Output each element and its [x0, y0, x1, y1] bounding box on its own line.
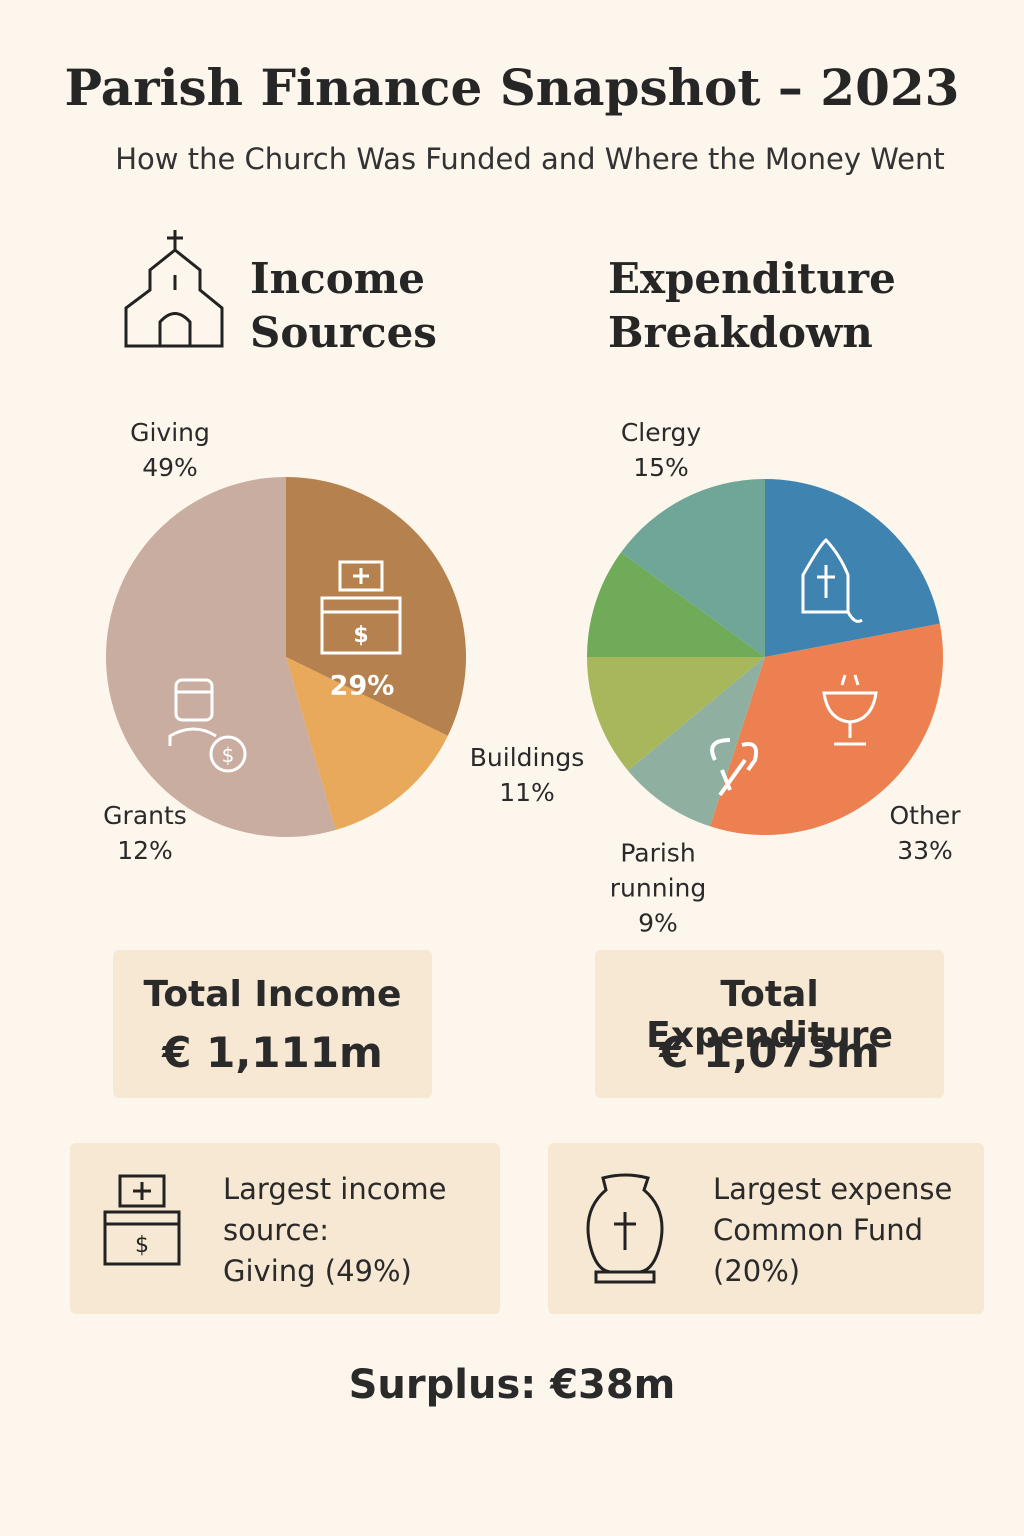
- total-label: Total Expenditure: [646, 974, 893, 1056]
- pie-slice: [627, 657, 765, 827]
- value-label: 33%: [897, 836, 953, 865]
- value-label: 15%: [633, 453, 689, 482]
- category-label: Other: [889, 801, 961, 830]
- slice-label: Buildings 11%: [470, 740, 584, 810]
- category-label: Giving: [130, 418, 210, 447]
- total-income-box: Total Income € 1,111m: [113, 950, 432, 1098]
- highlight-line: Giving (49%): [223, 1254, 412, 1288]
- pie-slice: [587, 657, 765, 771]
- page-title: Parish Finance Snapshot – 2023: [64, 58, 960, 117]
- slice-label: 29%: [330, 669, 395, 704]
- highlight-line: Common Fund: [713, 1213, 924, 1247]
- total-value: € 1,073m: [659, 1028, 880, 1077]
- slice-label: Parish running 9%: [598, 836, 718, 941]
- value-label: 29%: [329, 670, 395, 702]
- surplus: Surplus: €38m: [348, 1362, 676, 1408]
- value-label: 12%: [117, 836, 173, 865]
- total-value: € 1,111m: [162, 1028, 383, 1077]
- pie-slice: [620, 479, 765, 657]
- slice-label: Grants 12%: [103, 798, 187, 868]
- income-title: Income Sources: [250, 254, 437, 357]
- total-expenditure-box: Total Expenditure € 1,073m: [595, 950, 944, 1098]
- slice-label: Other 33%: [890, 798, 961, 868]
- slice-label: Clergy 15%: [621, 415, 701, 485]
- slice-label: Giving 49%: [130, 415, 210, 485]
- highlight-line: (20%): [713, 1254, 801, 1288]
- value-label: 9%: [638, 908, 678, 938]
- category-label: Parish running: [609, 838, 707, 903]
- pie-slice: [286, 657, 448, 831]
- value-label: 49%: [142, 453, 198, 482]
- page-subtitle: How the Church Was Funded and Where the …: [115, 142, 945, 176]
- expenditure-title: Expenditure Breakdown: [608, 254, 896, 357]
- pie-slice: [587, 552, 765, 657]
- highlight-line: Largest income: [223, 1172, 447, 1206]
- highlight-line: Largest expense: [713, 1172, 953, 1206]
- category-label: Buildings: [469, 743, 585, 772]
- category-label: Clergy: [620, 418, 702, 447]
- highlight-text: Largest income source: Giving (49%): [223, 1169, 447, 1292]
- pie-slice: [106, 477, 336, 837]
- category-label: Grants: [103, 801, 187, 830]
- highlight-income: Largest income source: Giving (49%): [70, 1143, 500, 1314]
- highlight-expense: Largest expense Common Fund (20%): [548, 1143, 984, 1314]
- pie-slice: [709, 623, 943, 836]
- highlight-text: Largest expense Common Fund (20%): [713, 1169, 952, 1292]
- total-label: Total Income: [143, 974, 402, 1015]
- value-label: 11%: [499, 778, 555, 807]
- highlight-line: source:: [223, 1213, 330, 1247]
